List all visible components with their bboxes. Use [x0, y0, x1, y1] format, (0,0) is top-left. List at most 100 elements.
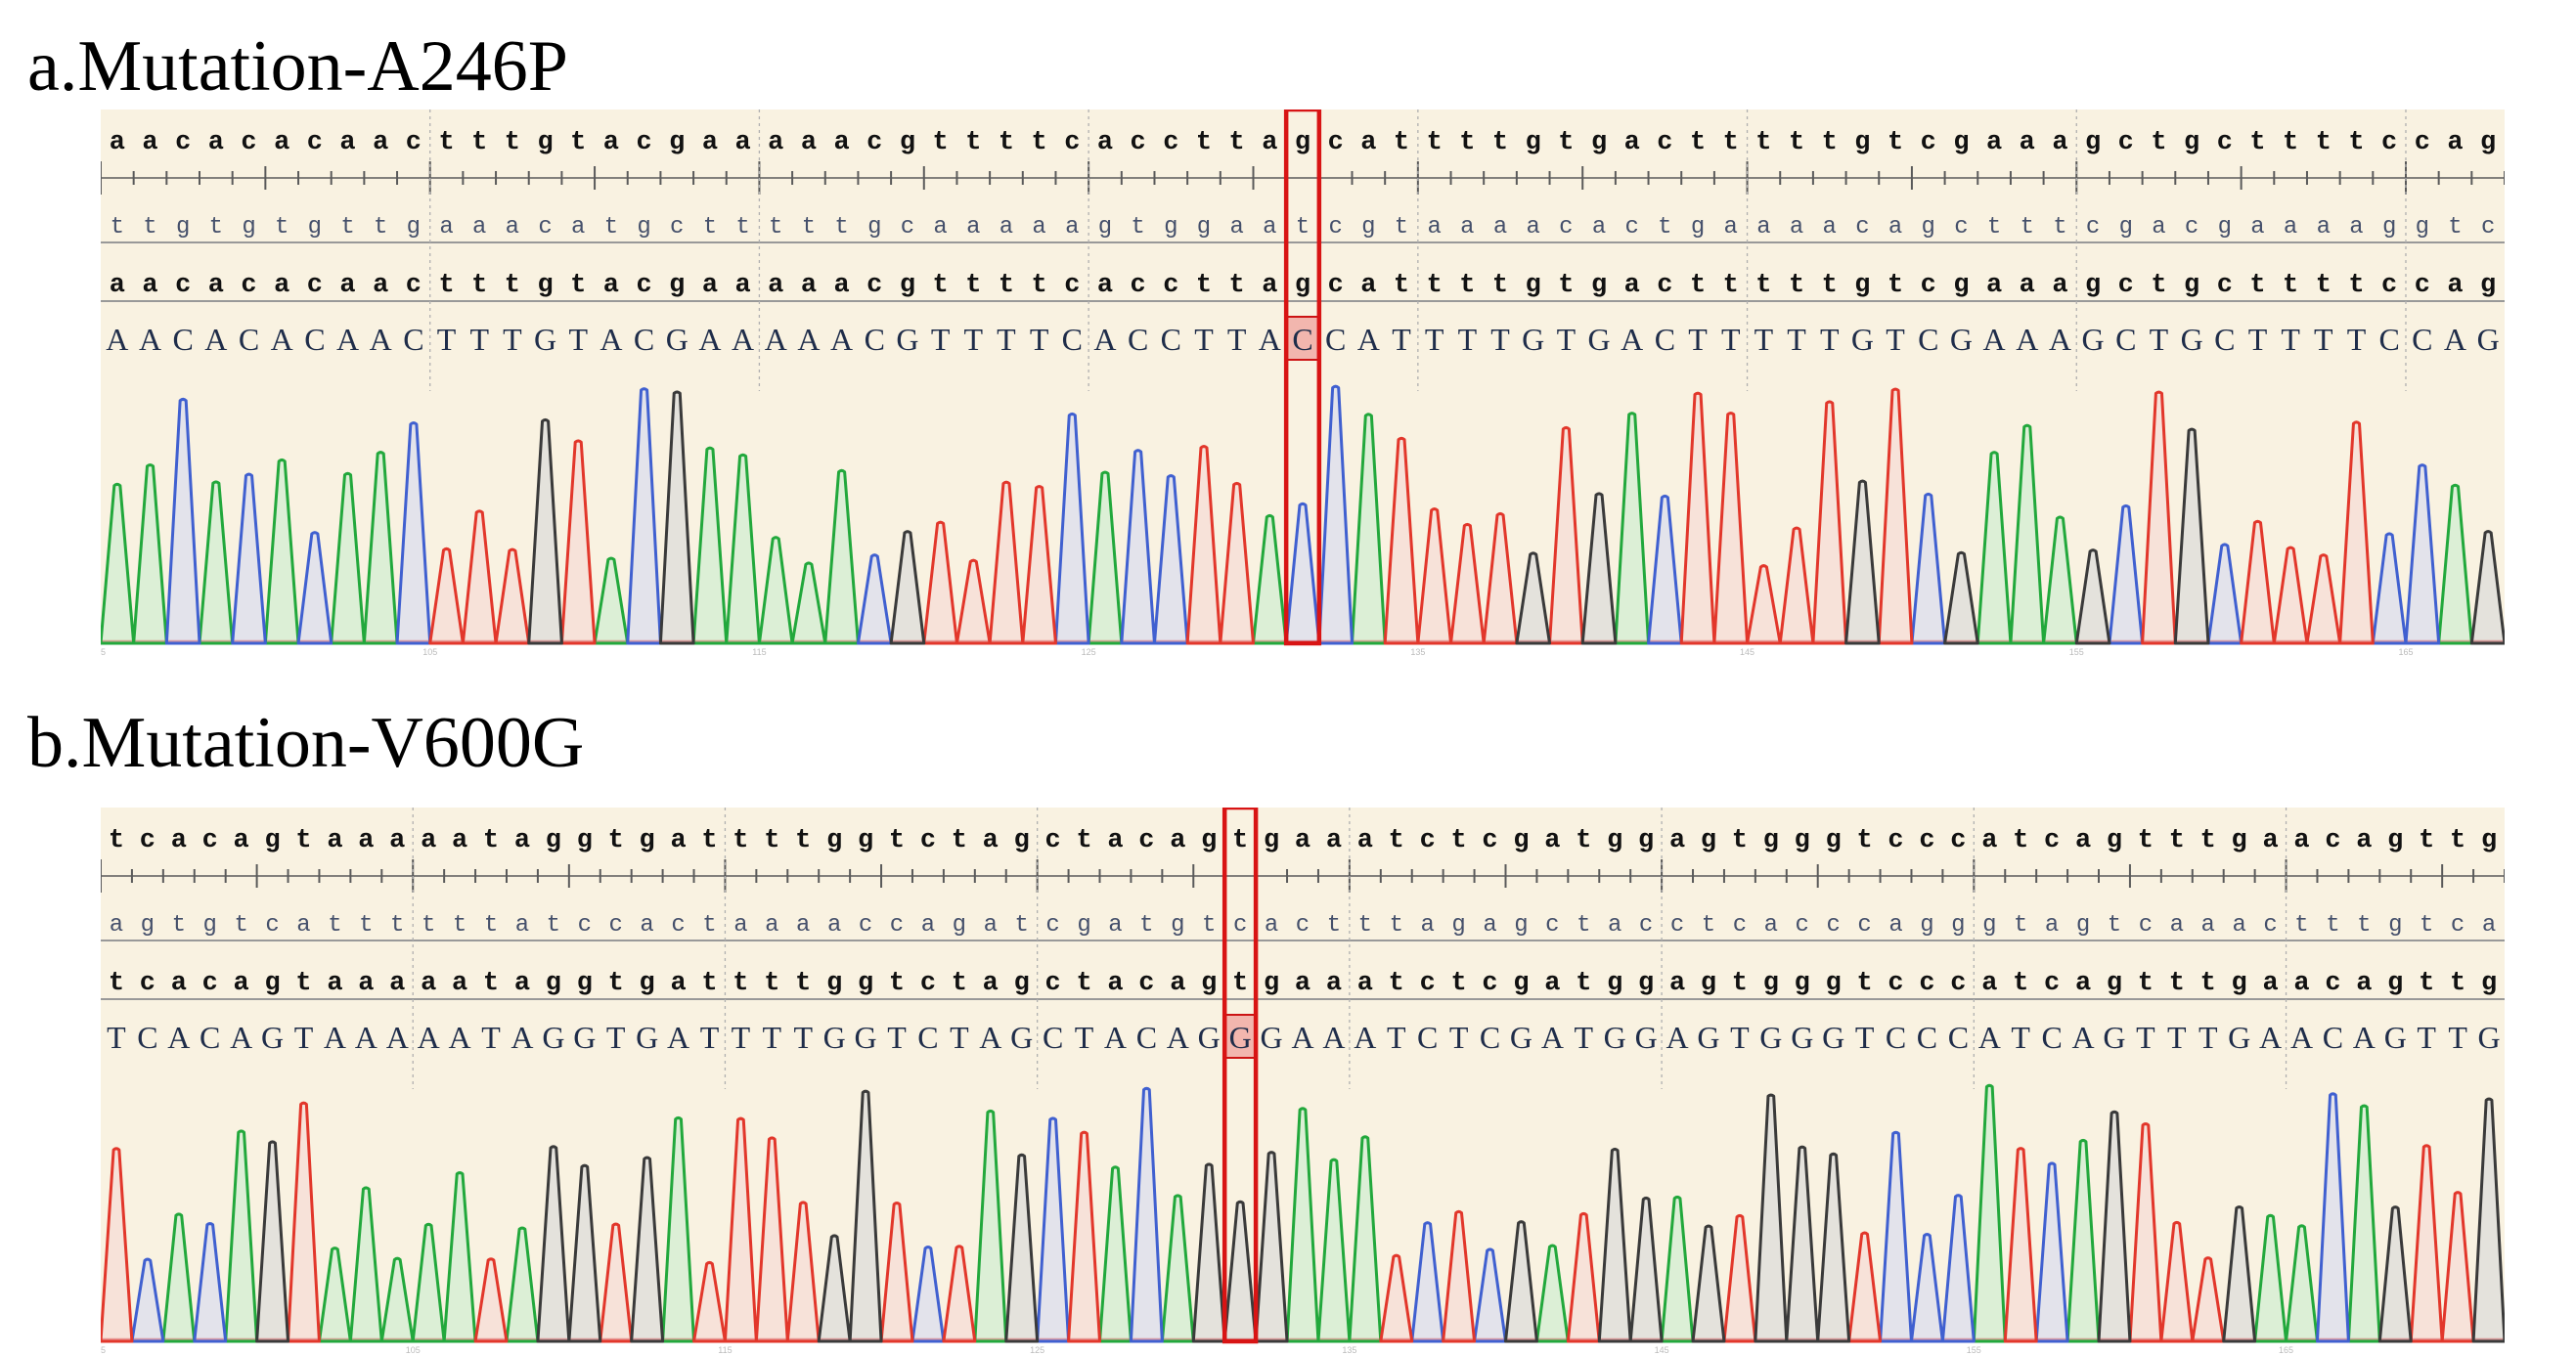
svg-text:C: C — [1062, 322, 1083, 357]
svg-text:T: T — [1392, 322, 1411, 357]
svg-text:C: C — [239, 322, 259, 357]
svg-text:T: T — [1490, 322, 1510, 357]
svg-text:a: a — [1823, 214, 1837, 241]
svg-text:T: T — [568, 322, 588, 357]
svg-text:G: G — [534, 322, 556, 357]
svg-text:C: C — [200, 1020, 220, 1055]
svg-text:t: t — [608, 826, 624, 855]
svg-text:c: c — [1131, 271, 1146, 300]
svg-text:a: a — [208, 128, 224, 157]
svg-text:a: a — [1544, 969, 1560, 998]
svg-text:a: a — [733, 912, 747, 939]
svg-text:a: a — [514, 826, 530, 855]
svg-text:A: A — [1541, 1020, 1564, 1055]
svg-text:t: t — [764, 969, 779, 998]
svg-text:t: t — [1229, 271, 1245, 300]
svg-text:G: G — [542, 1020, 564, 1055]
svg-text:g: g — [2480, 271, 2496, 300]
svg-text:G: G — [1950, 322, 1973, 357]
svg-text:c: c — [1857, 912, 1871, 939]
svg-text:A: A — [830, 322, 853, 357]
svg-text:c: c — [1064, 271, 1080, 300]
svg-text:t: t — [2348, 128, 2364, 157]
svg-text:c: c — [1919, 826, 1934, 855]
svg-text:135: 135 — [1342, 1345, 1356, 1355]
svg-text:t: t — [1732, 969, 1748, 998]
svg-text:g: g — [2481, 826, 2497, 855]
svg-text:t: t — [795, 826, 811, 855]
svg-text:T: T — [1030, 322, 1049, 357]
svg-text:g: g — [2107, 826, 2122, 855]
svg-text:a: a — [1360, 271, 1376, 300]
svg-text:A: A — [139, 322, 161, 357]
svg-text:c: c — [1954, 214, 1968, 241]
svg-text:a: a — [1360, 128, 1376, 157]
svg-text:t: t — [1789, 128, 1804, 157]
svg-text:t: t — [1229, 128, 1245, 157]
svg-text:g: g — [2232, 969, 2247, 998]
svg-text:a: a — [2020, 128, 2035, 157]
svg-text:c: c — [901, 214, 914, 241]
svg-text:c: c — [1796, 912, 1809, 939]
svg-text:t: t — [359, 912, 373, 939]
svg-text:t: t — [143, 214, 156, 241]
svg-text:G: G — [1229, 1020, 1252, 1055]
svg-text:t: t — [2450, 826, 2465, 855]
svg-text:C: C — [1917, 1020, 1937, 1055]
svg-text:T: T — [1227, 322, 1247, 357]
svg-text:a: a — [1032, 214, 1045, 241]
svg-text:c: c — [202, 826, 218, 855]
svg-text:A: A — [324, 1020, 346, 1055]
svg-text:g: g — [1953, 128, 1969, 157]
svg-text:a: a — [603, 271, 619, 300]
svg-text:t: t — [1755, 128, 1771, 157]
svg-text:t: t — [234, 912, 247, 939]
svg-text:a: a — [2284, 214, 2297, 241]
svg-text:155: 155 — [2069, 647, 2084, 657]
svg-text:a: a — [234, 826, 249, 855]
svg-text:a: a — [1427, 214, 1441, 241]
svg-text:A: A — [1666, 1020, 1689, 1055]
svg-text:a: a — [110, 912, 123, 939]
svg-text:c: c — [1296, 912, 1310, 939]
svg-text:c: c — [2381, 271, 2397, 300]
svg-text:G: G — [855, 1020, 877, 1055]
svg-text:t: t — [2419, 969, 2434, 998]
svg-text:g: g — [1638, 969, 1654, 998]
svg-text:G: G — [261, 1020, 284, 1055]
svg-text:A: A — [2259, 1020, 2282, 1055]
svg-text:T: T — [931, 322, 951, 357]
svg-text:115: 115 — [718, 1345, 732, 1355]
svg-text:g: g — [669, 271, 685, 300]
svg-text:t: t — [328, 912, 341, 939]
svg-text:t: t — [2283, 128, 2298, 157]
svg-text:a: a — [1756, 214, 1770, 241]
svg-text:t: t — [505, 271, 520, 300]
svg-text:c: c — [609, 912, 623, 939]
svg-text:a: a — [833, 271, 849, 300]
svg-text:a: a — [1326, 826, 1342, 855]
svg-text:a: a — [373, 128, 388, 157]
svg-text:g: g — [637, 214, 650, 241]
svg-text:t: t — [1888, 271, 1903, 300]
svg-text:165: 165 — [2279, 1345, 2293, 1355]
svg-text:t: t — [547, 912, 560, 939]
svg-text:C: C — [1292, 322, 1312, 357]
svg-text:c: c — [1138, 826, 1154, 855]
svg-text:c: c — [2451, 912, 2465, 939]
svg-text:G: G — [2477, 322, 2500, 357]
svg-text:155: 155 — [1967, 1345, 1981, 1355]
svg-text:T: T — [503, 322, 522, 357]
svg-text:t: t — [2420, 912, 2433, 939]
svg-text:c: c — [670, 214, 684, 241]
svg-text:T: T — [1425, 322, 1444, 357]
svg-text:t: t — [2053, 214, 2066, 241]
svg-text:c: c — [866, 128, 882, 157]
svg-text:g: g — [900, 271, 915, 300]
svg-text:t: t — [965, 271, 981, 300]
svg-text:t: t — [570, 271, 586, 300]
svg-text:g: g — [1591, 128, 1607, 157]
svg-text:105: 105 — [406, 1345, 421, 1355]
svg-text:g: g — [867, 214, 881, 241]
svg-text:c: c — [1163, 271, 1178, 300]
